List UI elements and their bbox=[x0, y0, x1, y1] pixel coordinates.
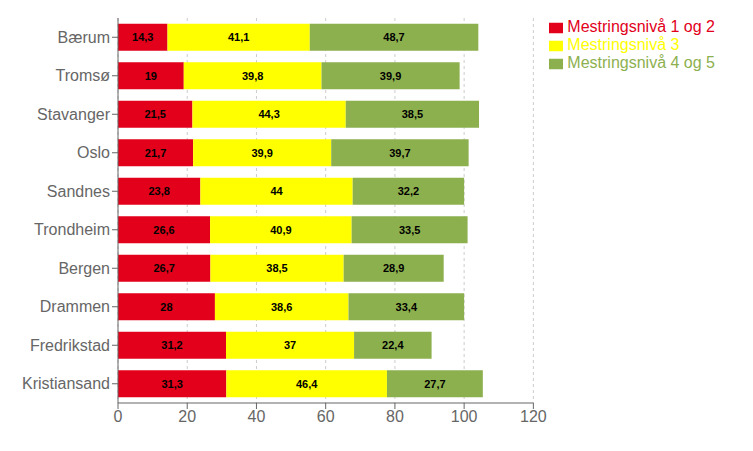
svg-text:39,8: 39,8 bbox=[242, 70, 263, 82]
svg-text:Fredrikstad: Fredrikstad bbox=[30, 337, 110, 354]
svg-text:26,6: 26,6 bbox=[153, 224, 174, 236]
svg-text:Stavanger: Stavanger bbox=[37, 106, 111, 123]
svg-text:38,5: 38,5 bbox=[266, 262, 287, 274]
svg-text:44: 44 bbox=[270, 185, 283, 197]
svg-text:Bergen: Bergen bbox=[58, 260, 110, 277]
svg-text:14,3: 14,3 bbox=[132, 31, 153, 43]
svg-text:80: 80 bbox=[386, 408, 404, 425]
svg-text:40,9: 40,9 bbox=[270, 224, 291, 236]
html-text:Mestringsnivå 4 og 5: Mestringsnivå 4 og 5 bbox=[567, 54, 715, 71]
svg-text:37: 37 bbox=[284, 339, 296, 351]
svg-text:33,5: 33,5 bbox=[399, 224, 420, 236]
svg-text:48,7: 48,7 bbox=[383, 31, 404, 43]
svg-text:28: 28 bbox=[160, 301, 172, 313]
svg-text:Drammen: Drammen bbox=[40, 298, 110, 315]
svg-text:44,3: 44,3 bbox=[258, 108, 279, 120]
svg-text:31,3: 31,3 bbox=[161, 378, 182, 390]
svg-text:28,9: 28,9 bbox=[383, 262, 404, 274]
svg-text:41,1: 41,1 bbox=[228, 31, 249, 43]
svg-text:22,4: 22,4 bbox=[382, 339, 404, 351]
svg-text:Tromsø: Tromsø bbox=[55, 67, 110, 84]
html-text:Mestringsnivå 3: Mestringsnivå 3 bbox=[567, 36, 680, 53]
svg-text:33,4: 33,4 bbox=[396, 301, 418, 313]
html-text:Mestringsnivå 1 og 2: Mestringsnivå 1 og 2 bbox=[567, 18, 715, 35]
svg-text:60: 60 bbox=[317, 408, 335, 425]
svg-text:19: 19 bbox=[145, 70, 157, 82]
svg-text:46,4: 46,4 bbox=[296, 378, 318, 390]
svg-text:23,8: 23,8 bbox=[148, 185, 169, 197]
svg-text:21,7: 21,7 bbox=[145, 147, 166, 159]
svg-text:39,7: 39,7 bbox=[389, 147, 410, 159]
svg-text:120: 120 bbox=[520, 408, 547, 425]
svg-text:Trondheim: Trondheim bbox=[34, 221, 110, 238]
svg-text:Kristiansand: Kristiansand bbox=[22, 375, 110, 392]
svg-text:38,6: 38,6 bbox=[271, 301, 292, 313]
svg-text:26,7: 26,7 bbox=[153, 262, 174, 274]
svg-text:27,7: 27,7 bbox=[424, 378, 445, 390]
svg-text:0: 0 bbox=[114, 408, 123, 425]
svg-text:39,9: 39,9 bbox=[251, 147, 272, 159]
svg-text:38,5: 38,5 bbox=[402, 108, 423, 120]
svg-text:32,2: 32,2 bbox=[398, 185, 419, 197]
svg-text:Sandnes: Sandnes bbox=[47, 183, 110, 200]
svg-text:100: 100 bbox=[451, 408, 478, 425]
svg-text:20: 20 bbox=[178, 408, 196, 425]
svg-text:31,2: 31,2 bbox=[161, 339, 182, 351]
svg-text:39,9: 39,9 bbox=[380, 70, 401, 82]
svg-text:Oslo: Oslo bbox=[77, 144, 110, 161]
svg-text:21,5: 21,5 bbox=[144, 108, 165, 120]
svg-text:Bærum: Bærum bbox=[58, 29, 110, 46]
svg-text:40: 40 bbox=[248, 408, 266, 425]
